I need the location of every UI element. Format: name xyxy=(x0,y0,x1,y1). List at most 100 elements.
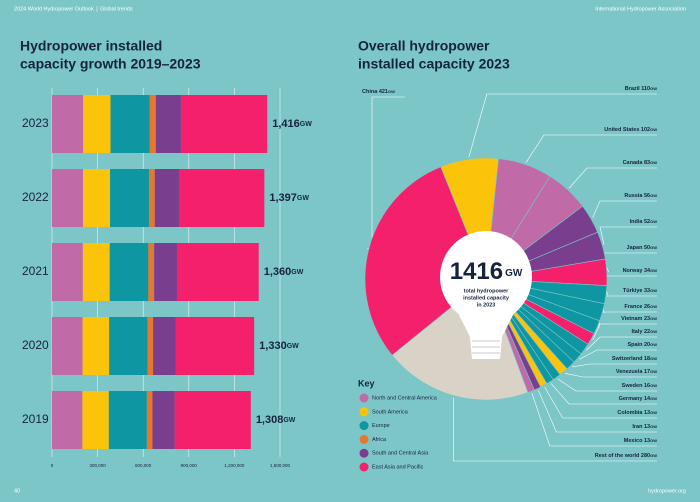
bar-segment xyxy=(175,317,255,375)
y-tick-label: 2022 xyxy=(22,190,49,204)
slice-name: Sweden xyxy=(622,383,643,389)
slice-label: Russia 56GW xyxy=(624,193,657,199)
slice-label: Vietnam 23GW xyxy=(621,316,657,322)
slice-label: Japan 50GW xyxy=(627,245,658,251)
slice-name: Brazil xyxy=(625,86,640,92)
leader-line xyxy=(550,383,657,405)
slice-label: Türkiye 33GW xyxy=(623,288,657,294)
slice-name: India xyxy=(630,219,644,225)
total-unit: GW xyxy=(505,268,523,279)
slice-unit: GW xyxy=(650,369,657,374)
slice-value: 421 xyxy=(379,89,388,95)
pie-chart: Brazil 110 GW United States 102GW Canada 83… xyxy=(362,86,658,462)
bar-segment xyxy=(146,391,153,449)
slice-value: 280 xyxy=(641,453,650,459)
total-unit: GW xyxy=(297,195,309,202)
legend-label: South America xyxy=(372,409,409,415)
slice-name: China xyxy=(362,89,378,95)
bar-segment xyxy=(177,243,259,301)
leader-line xyxy=(544,386,657,419)
chart-title: Overall hydropower xyxy=(358,38,490,54)
site: hydropower.org xyxy=(648,488,686,494)
leader-line xyxy=(599,226,657,245)
total-value: 1,360 xyxy=(264,266,292,278)
bar-segment xyxy=(148,169,155,227)
total-label: 1,416GW xyxy=(272,118,312,130)
bar-segment xyxy=(83,95,111,153)
slice-name: Vietnam xyxy=(621,316,642,322)
x-tick-label: 600,000 xyxy=(135,463,152,468)
slice-value: 50 xyxy=(644,245,650,251)
slice-unit: GW xyxy=(650,160,657,165)
slice-label: Rest of the world 280GW xyxy=(595,453,657,459)
x-tick-label: 900,000 xyxy=(181,463,198,468)
legend-label: Europe xyxy=(372,423,390,429)
slice-unit: GW xyxy=(650,438,657,443)
leader-line xyxy=(585,336,657,351)
legend-swatch xyxy=(359,448,369,458)
slice-value: 23 xyxy=(644,316,650,322)
slice-unit: GW xyxy=(650,288,657,293)
slice-label: Germany 14GW xyxy=(619,396,658,402)
slice-name: Venezuela xyxy=(616,369,644,375)
total-value: 1,330 xyxy=(259,340,287,352)
bulb-neck xyxy=(456,309,516,359)
bar-segment xyxy=(52,169,84,227)
legend-swatch xyxy=(359,421,369,431)
slice-unit: GW xyxy=(650,342,657,347)
bar-segment xyxy=(154,243,178,301)
legend-swatch xyxy=(359,434,369,444)
bar-segment xyxy=(109,243,149,301)
slice-unit: GW xyxy=(650,193,657,198)
slice-label: France 26GW xyxy=(624,304,657,310)
total-value: 1,416 xyxy=(272,118,300,130)
slice-value: 18 xyxy=(644,356,650,362)
slice-name: Norway xyxy=(623,268,644,274)
legend-label: Africa xyxy=(372,437,387,443)
total-value: 1416 xyxy=(450,258,503,285)
total-value: 1,308 xyxy=(256,414,284,426)
slice-label: Venezuela 17GW xyxy=(616,369,657,375)
slice-value: 22 xyxy=(644,329,650,335)
legend-swatch xyxy=(359,393,369,403)
legend-swatch xyxy=(359,462,369,472)
bar-segment xyxy=(110,95,150,153)
y-tick-label: 2020 xyxy=(22,338,49,352)
slice-unit: GW xyxy=(388,89,395,94)
bar-segment xyxy=(52,243,83,301)
total-caption: total hydropower xyxy=(464,288,509,294)
slice-unit: GW xyxy=(650,453,657,458)
slice-value: 110 xyxy=(641,86,650,92)
slice-value: 16 xyxy=(644,383,650,389)
bar-segment xyxy=(152,391,175,449)
leader-line xyxy=(564,373,657,378)
slice-unit: GW xyxy=(650,396,657,401)
legend-title: Key xyxy=(358,378,375,388)
leader-line xyxy=(468,93,657,158)
bar-segment xyxy=(83,169,111,227)
slice-unit: GW xyxy=(650,410,657,415)
slice-name: Türkiye xyxy=(623,288,643,294)
y-tick-label: 2019 xyxy=(22,412,49,426)
slice-value: 52 xyxy=(644,219,650,225)
slice-label: Mexico 13GW xyxy=(624,438,657,444)
slice-unit: GW xyxy=(650,219,657,224)
chart-title: capacity growth 2019–2023 xyxy=(20,56,201,72)
legend-swatch xyxy=(359,407,369,417)
leader-line xyxy=(525,134,657,163)
slice-name: France xyxy=(624,304,642,310)
bar-segment xyxy=(109,317,148,375)
pie-slice xyxy=(364,166,487,356)
slice-unit: GW xyxy=(650,316,657,321)
slice-label: Canada 83GW xyxy=(623,160,658,166)
leader-line xyxy=(568,167,657,189)
bar-segment xyxy=(52,317,83,375)
bar-segment xyxy=(153,317,176,375)
total-unit: GW xyxy=(300,121,312,128)
slice-label: United States 102GW xyxy=(604,127,657,133)
slice-name: Japan xyxy=(627,245,644,251)
leader-line xyxy=(557,378,657,392)
chart-title: Hydropower installed xyxy=(20,38,162,54)
bar-segment xyxy=(155,95,181,153)
